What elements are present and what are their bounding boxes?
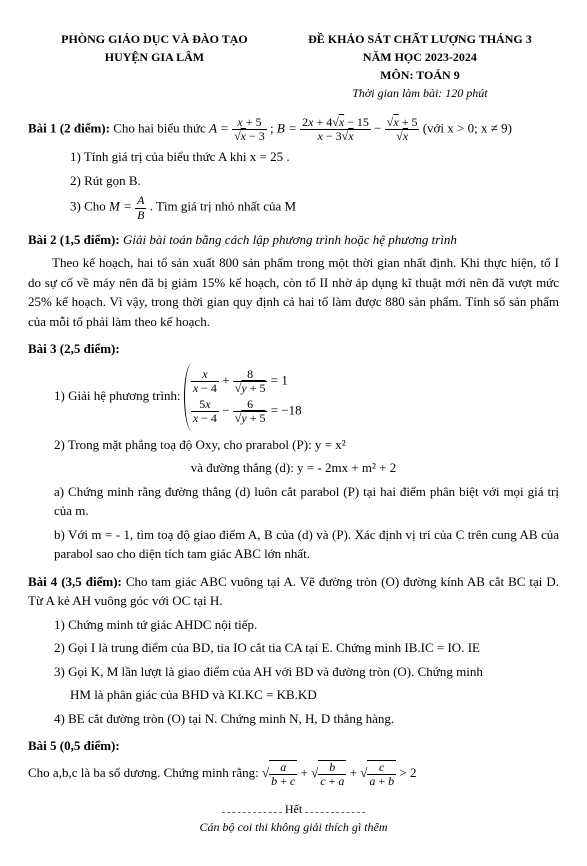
- frac-A: x + 5√x − 3: [232, 116, 267, 143]
- bai4-title: Bài 4 (3,5 điểm):: [28, 574, 122, 589]
- exam-time: Thời gian làm bài: 120 phút: [281, 84, 559, 102]
- frac-B1: 2x + 4√x − 15x − 3√x: [300, 116, 371, 143]
- bai3-q1-label: 1) Giải hệ phương trình:: [54, 388, 184, 403]
- bai1-cond: (với x > 0; x ≠ 9): [419, 121, 511, 136]
- bai1-line: Bài 1 (2 điểm): Cho hai biểu thức A = x …: [28, 116, 559, 143]
- bai3-title: Bài 3 (2,5 điểm):: [28, 341, 120, 356]
- bai1-q3b: . Tìm giá trị nhỏ nhất của M: [146, 199, 296, 214]
- exam-title: ĐỀ KHẢO SÁT CHẤT LƯỢNG THÁNG 3: [281, 30, 559, 48]
- plus2: +: [350, 765, 361, 780]
- dept-line1: PHÒNG GIÁO DỤC VÀ ĐÀO TẠO: [28, 30, 281, 48]
- dots-left: [222, 812, 282, 813]
- bai4-q1: 1) Chứng minh tứ giác AHDC nội tiếp.: [28, 615, 559, 635]
- header-right: ĐỀ KHẢO SÁT CHẤT LƯỢNG THÁNG 3 NĂM HỌC 2…: [281, 30, 559, 102]
- system-brace: xx − 4 + 8√y + 5 = 1 5xx − 4 − 6√y + 5 =…: [184, 363, 302, 431]
- sys-row2: 5xx − 4 − 6√y + 5 = −18: [191, 398, 302, 425]
- bai2-subtitle: Giải bài toán bằng cách lập phương trình…: [120, 232, 457, 247]
- sqrt3: √: [360, 765, 367, 780]
- frac-s3: ca + b: [367, 760, 396, 788]
- bai2-body: Theo kế hoạch, hai tổ sản xuất 800 sản p…: [28, 253, 559, 331]
- sqrt2: √: [311, 765, 318, 780]
- het-line: Hết: [28, 800, 559, 818]
- frac-B2: √x + 5√x: [385, 116, 420, 143]
- bai5-title: Bài 5 (0,5 điểm):: [28, 738, 120, 753]
- bai5: Bài 5 (0,5 điểm): Cho a,b,c là ba số dươ…: [28, 736, 559, 788]
- bai5-intro: Cho a,b,c là ba số dương. Chứng minh rằn…: [28, 765, 262, 780]
- bai3-qb: b) Với m = - 1, tìm toạ độ giao điểm A, …: [28, 525, 559, 564]
- subject: MÔN: TOÁN 9: [281, 66, 559, 84]
- bai3-q1: 1) Giải hệ phương trình: xx − 4 + 8√y + …: [28, 363, 559, 431]
- plus1: +: [301, 765, 312, 780]
- bai4-title-line: Bài 4 (3,5 điểm): Cho tam giác ABC vuông…: [28, 572, 559, 611]
- bai3-q2b: và đường thẳng (d): y = - 2mx + m² + 2: [28, 458, 559, 478]
- footer: Hết Cán bộ coi thi không giải thích gì t…: [28, 800, 559, 836]
- M-eq: M =: [109, 199, 135, 214]
- frac-s1: ab + c: [269, 760, 297, 788]
- bai3-qa: a) Chứng minh rằng đường thẳng (d) luôn …: [28, 482, 559, 521]
- het-text: Hết: [282, 802, 305, 816]
- bai5-tail: > 2: [399, 765, 416, 780]
- footer-note: Cán bộ coi thi không giải thích gì thêm: [28, 818, 559, 836]
- bai4-q2: 2) Gọi I là trung điểm của BD, tia IO cắ…: [28, 638, 559, 658]
- minus: −: [371, 121, 385, 136]
- bai2-title-line: Bài 2 (1,5 điểm): Giải bài toán bằng các…: [28, 230, 559, 250]
- bai2: Bài 2 (1,5 điểm): Giải bài toán bằng các…: [28, 230, 559, 332]
- dept-line2: HUYỆN GIA LÂM: [28, 48, 281, 66]
- bai1: Bài 1 (2 điểm): Cho hai biểu thức A = x …: [28, 116, 559, 222]
- bai2-title: Bài 2 (1,5 điểm):: [28, 232, 120, 247]
- frac-M: AB: [135, 194, 146, 221]
- bai1-q2: 2) Rút gọn B.: [28, 171, 559, 191]
- bai1-A: A =: [209, 121, 232, 136]
- sys-row1: xx − 4 + 8√y + 5 = 1: [191, 368, 302, 395]
- sqrt1: √: [262, 765, 269, 780]
- bai1-title: Bài 1 (2 điểm):: [28, 121, 110, 136]
- bai4-q3a: 3) Gọi K, M lần lượt là giao điểm của AH…: [28, 662, 559, 682]
- bai1-B: B =: [277, 121, 300, 136]
- bai5-line: Cho a,b,c là ba số dương. Chứng minh rằn…: [28, 760, 559, 788]
- header-left: PHÒNG GIÁO DỤC VÀ ĐÀO TẠO HUYỆN GIA LÂM: [28, 30, 281, 102]
- sep: ;: [267, 121, 277, 136]
- frac-s2: bc + a: [318, 760, 346, 788]
- bai4-q3b: HM là phân giác của BHD và KI.KC = KB.KD: [28, 685, 559, 705]
- bai3-q2a: 2) Trong mặt phẳng toạ độ Oxy, cho prara…: [28, 435, 559, 455]
- bai4: Bài 4 (3,5 điểm): Cho tam giác ABC vuông…: [28, 572, 559, 729]
- dots-right: [305, 812, 365, 813]
- bai1-q1: 1) Tính giá trị của biểu thức A khi x = …: [28, 147, 559, 167]
- bai1-q3: 3) Cho M = AB . Tìm giá trị nhỏ nhất của…: [28, 194, 559, 221]
- bai3: Bài 3 (2,5 điểm): 1) Giải hệ phương trìn…: [28, 339, 559, 563]
- bai1-intro: Cho hai biểu thức: [110, 121, 209, 136]
- bai1-q3a: 3) Cho: [70, 199, 109, 214]
- bai4-q3b-text: HM là phân giác của BHD và KI.KC = KB.KD: [70, 687, 317, 702]
- bai4-q4: 4) BE cắt đường tròn (O) tại N. Chứng mi…: [28, 709, 559, 729]
- school-year: NĂM HỌC 2023-2024: [281, 48, 559, 66]
- header: PHÒNG GIÁO DỤC VÀ ĐÀO TẠO HUYỆN GIA LÂM …: [28, 30, 559, 102]
